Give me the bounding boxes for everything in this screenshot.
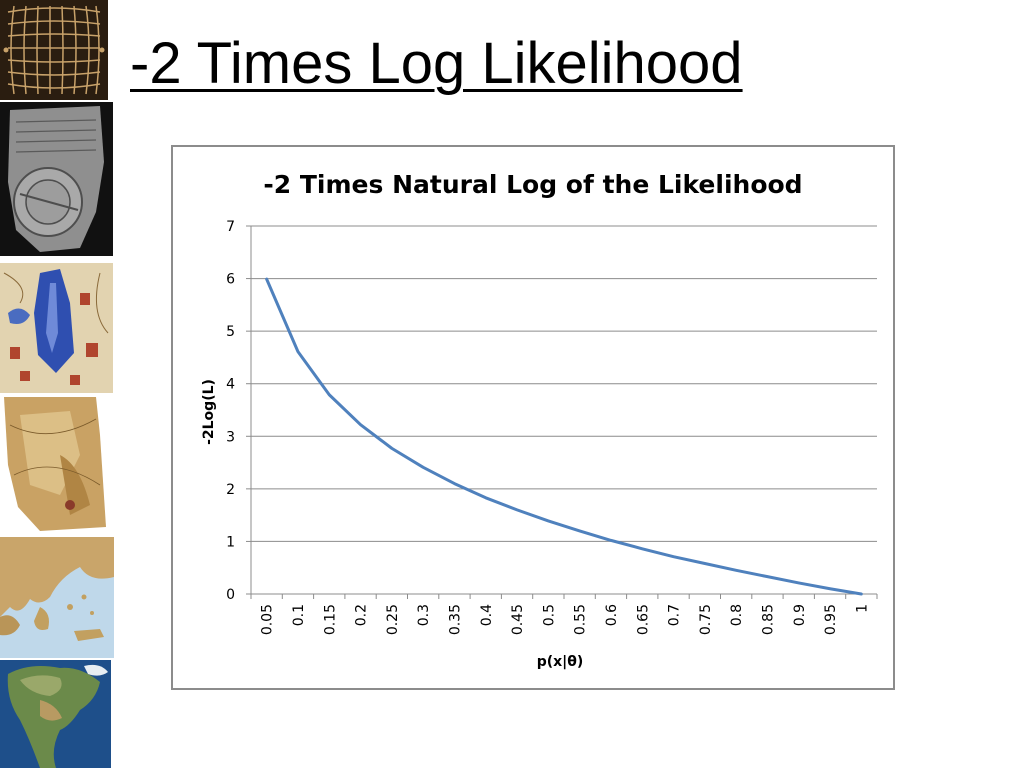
- clay-tablet-map-image: [0, 102, 113, 256]
- y-tick-label: 0: [226, 587, 235, 603]
- line-chart: -2 Times Natural Log of the Likelihood 0…: [201, 170, 878, 670]
- x-tick-label: 0.5: [541, 604, 557, 626]
- grid-map-image: [0, 0, 108, 100]
- x-tick-label: 0.6: [604, 604, 620, 626]
- y-axis-label: -2Log(L): [201, 379, 217, 445]
- x-tick-label: 0.4: [479, 604, 495, 626]
- x-tick-label: 0.45: [510, 604, 526, 635]
- x-tick-label: 0.25: [385, 604, 401, 635]
- chart-series: [265, 277, 863, 596]
- x-tick-label: 0.35: [447, 604, 463, 635]
- x-tick-label: 1: [854, 604, 870, 613]
- x-tick-label: 0.15: [322, 604, 338, 635]
- slide-title: -2 Times Log Likelihood: [130, 31, 743, 96]
- x-tick-label: 0.1: [291, 604, 307, 626]
- chart-frame: -2 Times Natural Log of the Likelihood 0…: [171, 145, 895, 690]
- y-tick-label: 2: [226, 482, 235, 498]
- y-axis-ticks: 0 1 2 3 4 5 6 7: [226, 219, 251, 603]
- sidebar-image-strip: [0, 0, 114, 768]
- x-tick-label: 0.65: [635, 604, 651, 635]
- medieval-map-image: [0, 263, 113, 393]
- y-tick-label: 6: [226, 272, 235, 288]
- y-tick-label: 3: [226, 429, 235, 445]
- x-tick-label: 0.3: [416, 604, 432, 626]
- piri-reis-map-image: [0, 395, 108, 533]
- x-axis-ticks: 0.05 0.1 0.15 0.2 0.25 0.3 0.35 0.4 0.45 0.5 0.55 0…: [250, 594, 878, 635]
- chart-title: -2 Times Natural Log of the Likelihood: [263, 170, 802, 199]
- x-tick-label: 0.7: [667, 604, 683, 626]
- y-tick-label: 1: [226, 534, 235, 550]
- x-tick-label: 0.75: [698, 604, 714, 635]
- y-tick-label: 4: [226, 377, 235, 393]
- x-axis-label: p(x|θ): [537, 654, 584, 670]
- y-tick-label: 5: [226, 324, 235, 340]
- greece-map-image: [0, 537, 114, 658]
- x-tick-label: 0.55: [573, 604, 589, 635]
- north-america-map-image: [0, 660, 111, 768]
- x-tick-label: 0.2: [354, 604, 370, 626]
- x-tick-label: 0.95: [823, 604, 839, 635]
- x-tick-label: 0.85: [760, 604, 776, 635]
- y-tick-label: 7: [226, 219, 235, 235]
- series-line: [265, 277, 863, 596]
- x-tick-label: 0.8: [729, 604, 745, 626]
- x-tick-label: 0.9: [792, 604, 808, 626]
- x-tick-label: 0.05: [260, 604, 276, 635]
